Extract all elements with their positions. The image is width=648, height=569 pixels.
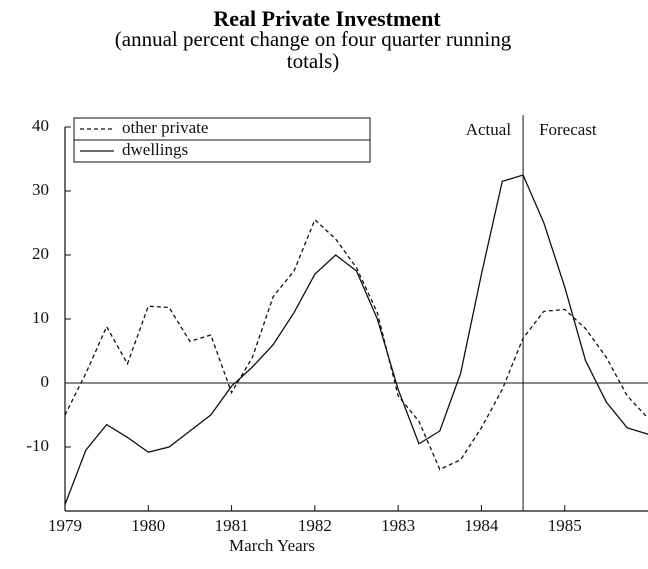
annotation: Actual xyxy=(466,120,512,139)
y-tick-label: 30 xyxy=(32,180,49,199)
x-tick-label: 1979 xyxy=(48,516,82,535)
y-tick-label: 0 xyxy=(41,372,50,391)
y-tick-label: 40 xyxy=(32,116,49,135)
x-axis-label: March Years xyxy=(229,536,315,555)
y-tick-label: 10 xyxy=(32,308,49,327)
x-tick-label: 1984 xyxy=(464,516,499,535)
x-tick-label: 1983 xyxy=(381,516,415,535)
series-line xyxy=(64,174,648,505)
legend-label: dwellings xyxy=(122,140,188,159)
chart-subtitle: (annual percent change on four quarter r… xyxy=(114,27,512,73)
x-tick-label: 1981 xyxy=(215,516,249,535)
series-line xyxy=(64,218,648,471)
annotation: Forecast xyxy=(539,120,597,139)
chart-title: Real Private Investment xyxy=(213,6,441,31)
y-tick-label: 20 xyxy=(32,244,49,263)
x-tick-label: 1982 xyxy=(298,516,332,535)
legend-label: other private xyxy=(122,118,208,137)
x-tick-label: 1985 xyxy=(548,516,582,535)
x-tick-label: 1980 xyxy=(131,516,165,535)
y-tick-label: -10 xyxy=(26,436,49,455)
